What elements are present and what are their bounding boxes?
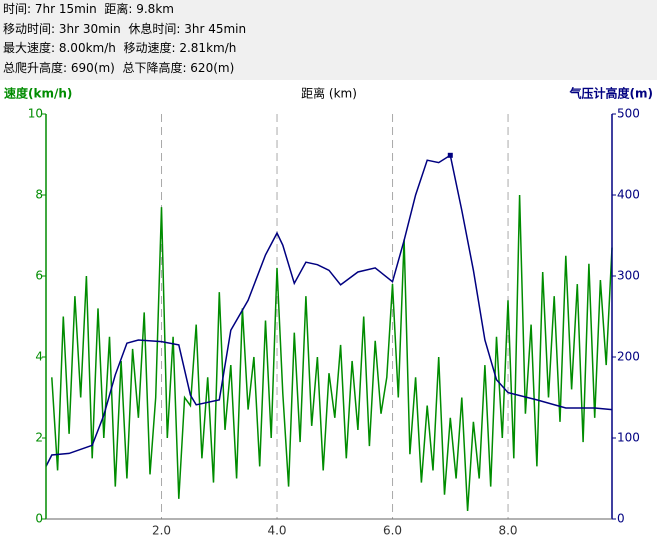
x-tick-label: 6.0 bbox=[383, 524, 402, 538]
y-tick-label: 6 bbox=[35, 269, 43, 283]
y2-tick-label: 300 bbox=[617, 269, 640, 283]
stat-line: 总爬升高度: 690(m) 总下降高度: 620(m) bbox=[3, 60, 235, 75]
x-tick-label: 2.0 bbox=[152, 524, 171, 538]
y-tick-label: 0 bbox=[35, 512, 43, 526]
y-axis-label: 速度(km/h) bbox=[4, 86, 72, 101]
stats-header: 时间: 7hr 15min 距离: 9.8km 移动时间: 3hr 30min 休… bbox=[0, 0, 657, 80]
y2-tick-label: 500 bbox=[617, 107, 640, 121]
y-tick-label: 8 bbox=[35, 188, 43, 202]
series-line bbox=[51, 194, 613, 511]
series-line bbox=[45, 154, 613, 467]
x-tick-label: 8.0 bbox=[498, 524, 517, 538]
x-axis-label: 距离 (km) bbox=[301, 86, 357, 101]
stat-line: 最大速度: 8.00km/h 移动速度: 2.81km/h bbox=[3, 41, 237, 55]
plot-area bbox=[46, 114, 612, 519]
y2-tick-label: 0 bbox=[617, 512, 625, 526]
peak-marker bbox=[447, 152, 453, 158]
y-tick-label: 10 bbox=[28, 107, 43, 121]
y2-tick-label: 100 bbox=[617, 431, 640, 445]
y2-axis-label: 气压计高度(m) bbox=[569, 86, 653, 101]
stat-line: 移动时间: 3hr 30min 休息时间: 3hr 45min bbox=[3, 21, 247, 36]
x-tick-label: 4.0 bbox=[267, 524, 286, 538]
stat-line: 时间: 7hr 15min 距离: 9.8km bbox=[3, 2, 174, 16]
y2-tick-label: 200 bbox=[617, 350, 640, 364]
y-tick-label: 2 bbox=[35, 431, 43, 445]
y2-tick-label: 400 bbox=[617, 188, 640, 202]
y-tick-label: 4 bbox=[35, 350, 43, 364]
chart: 2.0 4.0 6.0 8.002468100100200300400500速度(km… bbox=[4, 86, 653, 538]
